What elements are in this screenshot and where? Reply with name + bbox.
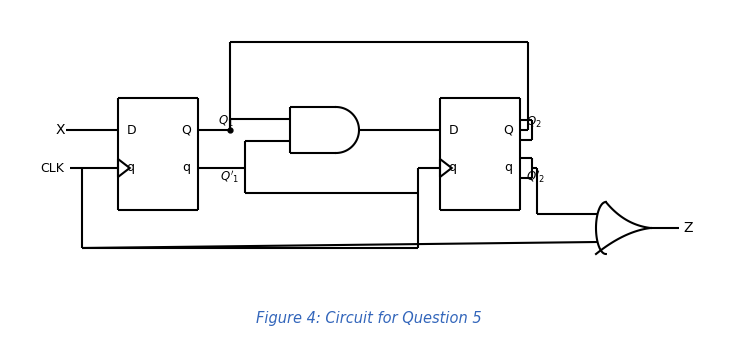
Text: Figure 4: Circuit for Question 5: Figure 4: Circuit for Question 5 xyxy=(256,310,482,326)
Text: CLK: CLK xyxy=(40,162,64,174)
Text: $Q_1$: $Q_1$ xyxy=(218,113,234,129)
Text: $Q'_2$: $Q'_2$ xyxy=(526,169,545,185)
Text: $Q_2$: $Q_2$ xyxy=(526,115,542,129)
Text: Q: Q xyxy=(503,124,513,137)
Text: D: D xyxy=(449,124,459,137)
Text: Q: Q xyxy=(181,124,191,137)
Text: q: q xyxy=(448,162,456,174)
Text: q: q xyxy=(126,162,134,174)
Text: X: X xyxy=(55,123,65,137)
Text: $Q'_1$: $Q'_1$ xyxy=(220,169,239,185)
Text: q: q xyxy=(504,162,512,174)
Text: Z: Z xyxy=(684,221,693,235)
Text: D: D xyxy=(127,124,137,137)
Text: q: q xyxy=(182,162,190,174)
